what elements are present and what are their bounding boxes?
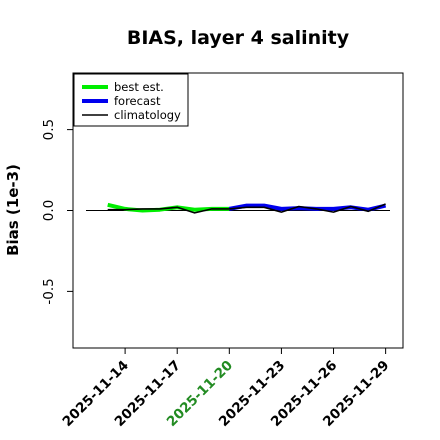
y-tick-label: -0.5 — [41, 278, 57, 304]
legend-label-2: climatology — [114, 108, 181, 122]
chart-title: BIAS, layer 4 salinity — [127, 27, 350, 49]
series-group — [107, 202, 387, 214]
y-tick-label: 0.5 — [41, 119, 57, 140]
y-axis: -0.5 0.0 0.5 — [41, 119, 73, 305]
y-tick-label: 0.0 — [41, 200, 57, 221]
legend-label-0: best est. — [114, 80, 164, 94]
y-axis-label: Bias (1e-3) — [4, 164, 22, 256]
x-axis: 2025-11-142025-11-172025-11-202025-11-23… — [60, 348, 392, 430]
legend-label-1: forecast — [114, 94, 161, 108]
series-line-2 — [107, 203, 386, 214]
